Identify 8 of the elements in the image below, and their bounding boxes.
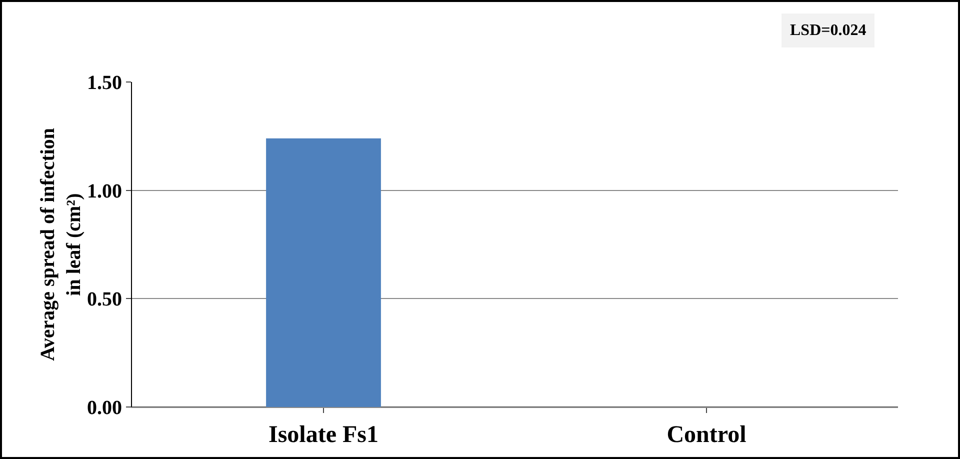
y-tick-label: 1.50: [87, 72, 122, 94]
y-tick-label: 0.00: [87, 397, 122, 419]
y-tick-label: 1.00: [87, 180, 122, 202]
y-axis-title: Average spread of infection in leaf (cm²): [37, 128, 85, 362]
x-tick-label: Isolate Fs1: [268, 422, 378, 448]
y-tick-label: 0.50: [87, 288, 122, 311]
text: LSD=0.024: [790, 22, 866, 39]
x-tick-label: Control: [666, 422, 747, 448]
